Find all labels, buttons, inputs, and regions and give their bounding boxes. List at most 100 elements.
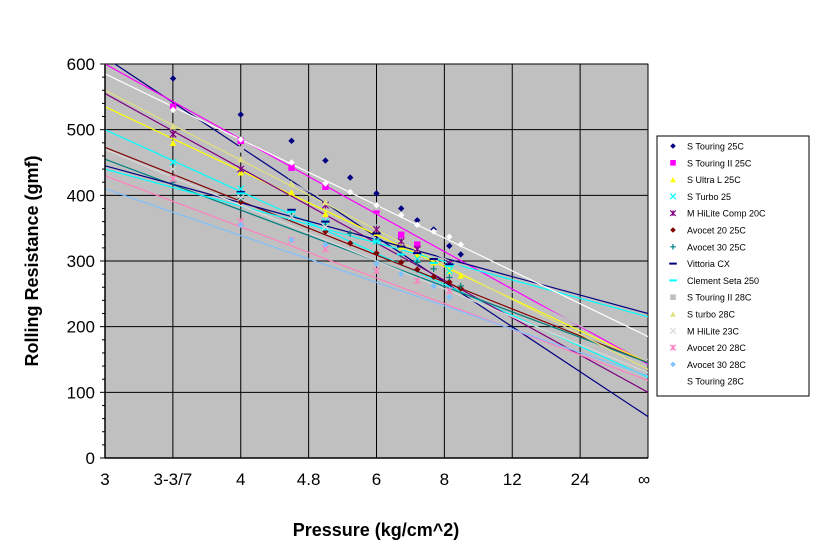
data-point: [397, 211, 405, 219]
legend-item: Vittoria CX: [669, 259, 730, 269]
legend-item: Avocet 30 25C: [670, 242, 746, 252]
legend-item: M HiLite Comp 20C: [669, 209, 766, 219]
legend-box: [656, 135, 810, 397]
data-point: [237, 165, 245, 173]
legend-item: S Ultra L 25C: [670, 175, 741, 185]
trend-line: [105, 89, 648, 361]
data-point: [169, 165, 177, 173]
legend-label: Vittoria CX: [687, 259, 730, 269]
data-point: [373, 207, 380, 214]
data-point: [670, 160, 676, 166]
x-tick-label: 4: [236, 470, 245, 489]
data-point: [414, 221, 421, 229]
data-point: [169, 75, 177, 82]
x-tick-label: 12: [503, 470, 522, 489]
data-point: [169, 130, 177, 138]
y-tick-labels: 0 100 200 300 400 500 600: [67, 55, 95, 468]
data-point: [373, 249, 380, 257]
trend-line: [105, 188, 648, 377]
data-point: [322, 180, 329, 187]
y-axis-title: Rolling Resistance (gmf): [22, 155, 42, 366]
data-point: [414, 241, 421, 248]
x-tick-label: 8: [440, 470, 449, 489]
data-point: [169, 103, 177, 110]
data-point: [237, 194, 245, 202]
legend-item: S Touring 25C: [670, 142, 744, 152]
trend-line: [105, 175, 648, 382]
data-point: [669, 327, 677, 335]
data-point: [670, 227, 676, 233]
data-point: [373, 190, 380, 197]
data-point: [397, 205, 405, 212]
data-point: [322, 157, 329, 164]
data-point: [237, 136, 244, 143]
data-point: [670, 244, 676, 250]
legend-label: Clement Seta 250: [687, 276, 759, 286]
data-point: [346, 240, 354, 247]
data-point: [446, 233, 453, 240]
data-point: [670, 378, 676, 384]
legend-item: Clement Seta 250: [669, 276, 759, 286]
legend-label: M HiLite 23C: [687, 326, 740, 336]
data-point: [397, 237, 405, 245]
legend-item: Avocet 20 25C: [670, 226, 746, 236]
data-point: [413, 277, 421, 285]
data-point: [669, 209, 677, 217]
data-point: [288, 159, 295, 166]
data-point: [237, 169, 244, 176]
legend-label: Avocet 20 28C: [687, 343, 746, 353]
legend-item: Avocet 30 28C: [670, 360, 746, 370]
data-point: [670, 361, 676, 368]
y-tick-label: 500: [67, 121, 95, 140]
data-point: [430, 265, 437, 273]
data-point: [414, 259, 421, 266]
legend-item: Avocet 20 28C: [669, 343, 746, 353]
y-tick-label: 100: [67, 383, 95, 402]
data-point: [446, 274, 453, 281]
data-point: [288, 180, 295, 187]
data-point: [414, 251, 421, 258]
legend: S Touring 25C S Touring II 25C S Ultra L 2…: [656, 135, 810, 397]
data-point: [413, 245, 421, 253]
x-axis-title: Pressure (kg/cm^2): [293, 520, 460, 540]
data-point: [169, 123, 177, 130]
x-tick-label: 3-3/7: [154, 470, 193, 489]
data-point: [457, 272, 464, 279]
legend-item: S Touring 28C: [670, 377, 744, 387]
data-point: [670, 143, 676, 149]
legend-label: S Ultra L 25C: [687, 175, 741, 185]
legend-label: S turbo 28C: [687, 310, 736, 320]
data-point: [346, 188, 354, 196]
data-point: [169, 106, 177, 114]
data-point: [414, 217, 421, 224]
data-point: [397, 270, 405, 278]
data-point: [169, 158, 177, 167]
data-point: [237, 221, 244, 229]
data-point: [169, 175, 177, 183]
data-point: [445, 286, 453, 295]
data-point: [430, 273, 437, 280]
data-point: [322, 241, 329, 248]
data-point: [446, 278, 453, 286]
legend-label: S Touring II 28C: [687, 293, 752, 303]
data-point: [346, 174, 354, 181]
data-markers: [169, 75, 464, 301]
x-tick-label: 4.8: [297, 470, 321, 489]
data-point: [372, 225, 381, 234]
data-point: [373, 260, 380, 267]
y-tick-label: 300: [67, 252, 95, 271]
legend-item: S Touring II 25C: [670, 158, 752, 168]
data-point: [288, 236, 295, 244]
legend-item: M HiLite 23C: [669, 326, 740, 336]
data-point: [321, 223, 330, 231]
data-point: [288, 172, 295, 179]
data-point: [237, 146, 244, 153]
x-tick-label: 3: [100, 470, 109, 489]
data-point: [322, 198, 329, 206]
legend-item: S Turbo 25: [669, 192, 731, 202]
data-point: [237, 156, 244, 163]
data-point: [457, 241, 464, 248]
y-tick-label: 0: [86, 449, 95, 468]
data-point: [457, 282, 464, 290]
